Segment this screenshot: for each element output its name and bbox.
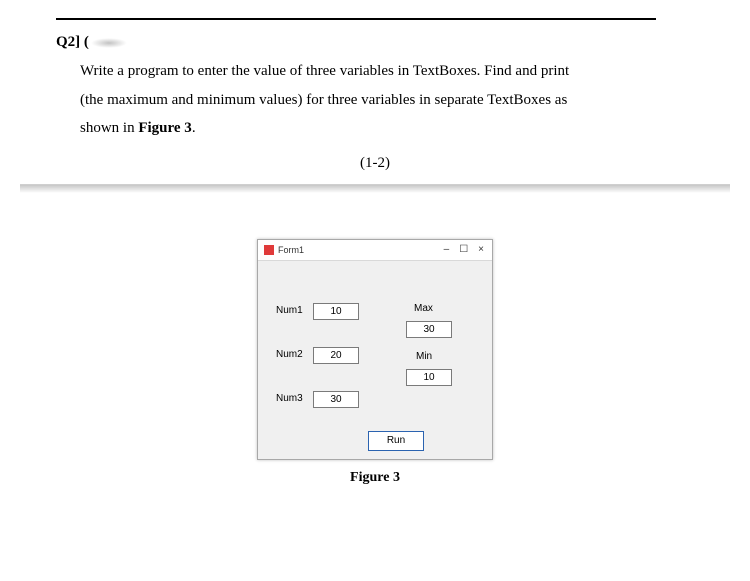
close-button[interactable]: ×: [478, 245, 484, 255]
form-window: Form1 – ☐ × Num1 10 Num2 20 Num3 30 Max …: [257, 239, 493, 460]
maximize-button[interactable]: ☐: [459, 245, 468, 255]
label-min: Min: [416, 351, 432, 362]
textbox-num2[interactable]: 20: [313, 347, 359, 364]
page-shadow-separator: [20, 184, 730, 193]
minimize-button[interactable]: –: [444, 245, 450, 255]
figure-caption: Figure 3: [350, 470, 400, 486]
label-max: Max: [414, 303, 433, 314]
window-title: Form1: [278, 245, 304, 255]
textbox-min[interactable]: 10: [406, 369, 452, 386]
question-body: Write a program to enter the value of th…: [80, 57, 694, 143]
page-range: (1-2): [56, 155, 694, 172]
question-line3-prefix: shown in: [80, 120, 138, 136]
textbox-num1[interactable]: 10: [313, 303, 359, 320]
app-icon: [264, 245, 274, 255]
smudge-mark: [91, 38, 127, 48]
question-heading: Q2] (: [56, 34, 694, 51]
question-line1: Write a program to enter the value of th…: [80, 63, 569, 79]
label-num3: Num3: [276, 393, 303, 404]
form-client-area: Num1 10 Num2 20 Num3 30 Max 30 Min 10 Ru…: [258, 261, 492, 459]
titlebar: Form1 – ☐ ×: [258, 240, 492, 261]
question-number: Q2] (: [56, 34, 89, 50]
question-line3-suffix: .: [192, 120, 196, 136]
divider-line: [56, 18, 656, 20]
label-num2: Num2: [276, 349, 303, 360]
label-num1: Num1: [276, 305, 303, 316]
textbox-num3[interactable]: 30: [313, 391, 359, 408]
textbox-max[interactable]: 30: [406, 321, 452, 338]
figure-reference: Figure 3: [138, 120, 191, 136]
question-line2: (the maximum and minimum values) for thr…: [80, 92, 567, 108]
run-button[interactable]: Run: [368, 431, 424, 451]
